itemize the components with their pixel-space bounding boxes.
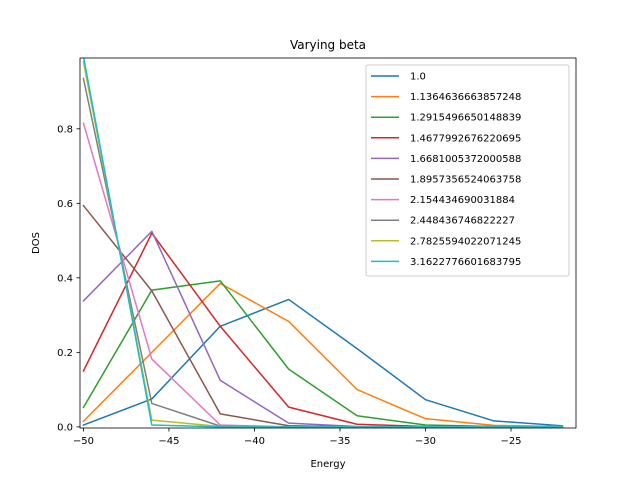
series-line-1 xyxy=(82,298,564,427)
legend-label-7: 2.154434690031884 xyxy=(410,195,515,206)
x-tick-label: −50 xyxy=(73,436,94,447)
x-tick-label: −45 xyxy=(158,436,179,447)
series-layer xyxy=(82,58,564,428)
y-tick-label: 0.8 xyxy=(57,124,73,135)
y-tick-label: 0.0 xyxy=(57,422,73,433)
legend-label-3: 1.2915496650148839 xyxy=(410,113,521,124)
x-tick-label: −30 xyxy=(415,436,436,447)
series-line-10 xyxy=(83,58,564,428)
legend-label-4: 1.4677992676220695 xyxy=(410,133,521,144)
y-tick-label: 0.2 xyxy=(57,348,73,359)
legend-label-10: 3.1622776601683795 xyxy=(410,257,521,268)
legend-label-6: 1.8957356524063758 xyxy=(410,175,521,186)
legend: 1.0 1.1364636663857248 1.2915496650148839 1… xyxy=(365,64,570,277)
chart-title: Varying beta xyxy=(290,38,366,52)
legend-label-8: 2.448436746822227 xyxy=(410,216,515,227)
x-tick-label: −35 xyxy=(329,436,350,447)
legend-label-1: 1.0 xyxy=(410,72,426,83)
x-tick-label: −25 xyxy=(500,436,521,447)
series-line-2 xyxy=(82,282,564,428)
legend-label-9: 2.7825594022071245 xyxy=(410,236,521,247)
y-axis-label: DOS xyxy=(31,232,42,254)
legend-frame xyxy=(365,64,570,277)
y-axis-ticks: 0.0 0.2 0.4 0.6 0.8 xyxy=(57,124,80,433)
x-tick-label: −40 xyxy=(244,436,265,447)
y-tick-label: 0.6 xyxy=(57,199,73,210)
y-tick-label: 0.4 xyxy=(57,273,73,284)
legend-label-5: 1.6681005372000588 xyxy=(410,154,521,165)
x-axis-ticks: −50 −45 −40 −35 −30 −25 xyxy=(73,428,522,447)
plot-frame xyxy=(79,57,577,429)
x-axis-label: Energy xyxy=(310,459,345,470)
legend-label-2: 1.1364636663857248 xyxy=(410,92,521,103)
